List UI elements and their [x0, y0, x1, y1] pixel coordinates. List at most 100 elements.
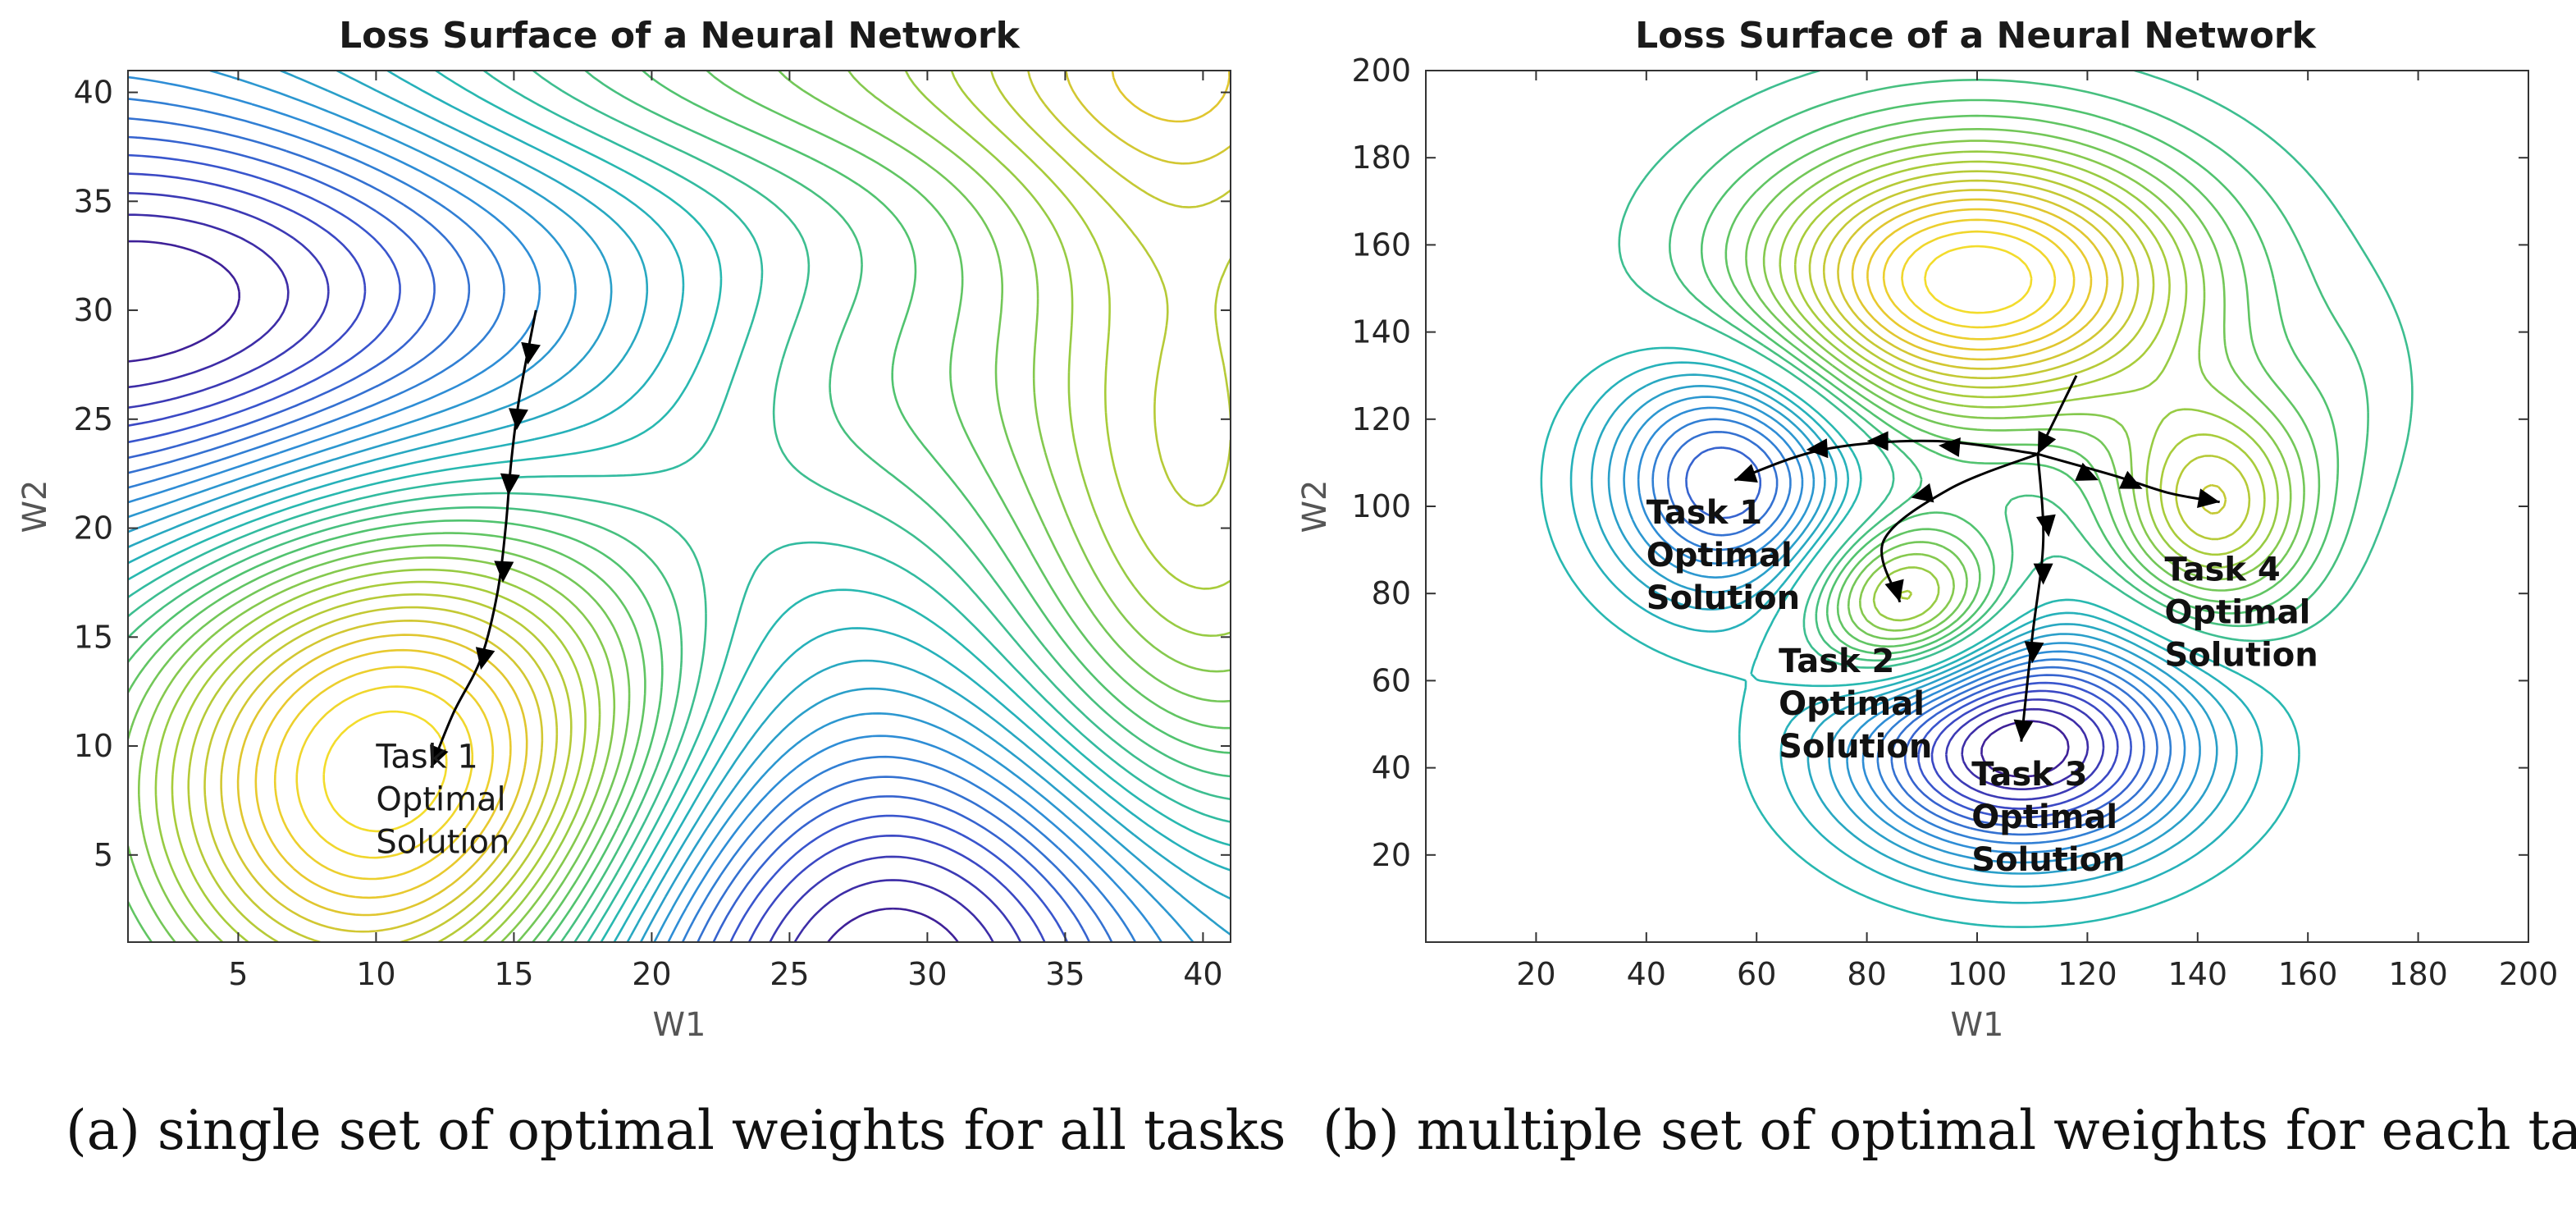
- panel-a-contour-level-25: [203, 71, 1231, 942]
- panel-b-trajectory-line-4: [2037, 452, 2220, 504]
- panel-a-y-tick-label: 40: [74, 75, 113, 111]
- panel-b-x-tick-label: 40: [1627, 956, 1666, 992]
- panel-b-x-tick-label: 100: [1948, 956, 2007, 992]
- panel-a-contour-level-19: [128, 71, 1231, 942]
- panel-b-y-tick-label: 80: [1372, 575, 1411, 611]
- panel-b-x-tick-label: 160: [2278, 956, 2338, 992]
- panel-b-contour-level-24: [1808, 170, 2251, 541]
- panel-b-arrowhead-13: [2075, 462, 2099, 481]
- panel-b-contour-level-19: [1724, 114, 2321, 648]
- panel-a-contour-level-1: [128, 240, 959, 942]
- panel-b-contour-level-25: [1822, 179, 2227, 515]
- panel-b-contour-level-8: [1651, 418, 2172, 844]
- panel-a-arrowhead-5: [430, 744, 449, 768]
- panel-a-arrowhead-0: [521, 341, 541, 365]
- panel-b-contour-level-30: [1901, 230, 2057, 329]
- panel-b-x-tick-label: 20: [1516, 956, 1555, 992]
- panel-b-annotation-0-line-2: Solution: [1647, 579, 1800, 617]
- panel-a-annotation-0-line-0: Task 1: [375, 739, 478, 776]
- panel-b-contour-level-17: [1669, 79, 2369, 662]
- panel-a-contour-level-28: [254, 648, 512, 899]
- panel-a-contour-level-16: [128, 71, 1231, 942]
- panel-b-title: Loss Surface of a Neural Network: [1635, 15, 2318, 57]
- panel-b-arrowhead-11: [2197, 488, 2220, 508]
- panel-b-contour-level-18: [1700, 98, 2340, 655]
- panel-b-arrowhead-8: [2024, 641, 2044, 664]
- panel-a-contour-level-9: [128, 76, 1162, 942]
- panel-b-y-tick-label: 200: [1351, 53, 1411, 89]
- panel-a-x-tick-label: 15: [494, 956, 533, 992]
- panel-a-x-tick-label: 10: [356, 956, 395, 992]
- panel-a-contour-level-3: [128, 192, 1022, 942]
- panel-b-y-tick-label: 180: [1351, 140, 1411, 176]
- panel-a-annotation-0-line-1: Optimal: [376, 781, 505, 819]
- panel-a-annotation: Task 1 Optimal Solution: [375, 739, 509, 862]
- panel-b-loss-surface: Loss Surface of a Neural Network Task 1 O…: [1296, 15, 2558, 1044]
- panel-b-x-label: W1: [1951, 1006, 2004, 1044]
- panel-a-contour-level-29: [273, 666, 494, 881]
- panel-b-contour-level-20: [1745, 128, 2305, 640]
- panel-b-trajectories: [1733, 375, 2220, 742]
- panel-b-contour-level-10: [1623, 396, 2201, 864]
- panel-b-contour-level-7: [1667, 431, 2158, 836]
- panel-b-arrowhead-7: [2013, 719, 2034, 742]
- panel-a-contour-level-23: [171, 71, 1231, 942]
- panel-a-contour-level-22: [154, 71, 1231, 942]
- panel-b-annotation-2-line-0: Task 3: [1971, 756, 2087, 794]
- panel-a-x-tick-label: 40: [1183, 956, 1222, 992]
- panel-b-y-tick-label: 20: [1372, 837, 1411, 873]
- panel-b-arrowhead-3: [1866, 431, 1889, 451]
- panel-a-loss-surface: Loss Surface of a Neural Network Task 1 O…: [16, 15, 1231, 1044]
- panel-a-contour-level-14: [128, 71, 1231, 942]
- panel-b-y-label: W2: [1296, 480, 1334, 533]
- panel-b-annotation-3-line-1: Optimal: [2164, 593, 2310, 631]
- panel-a-contour-lines: [128, 71, 1231, 942]
- panel-a-y-tick-label: 25: [74, 401, 113, 437]
- panel-a-frame: [127, 70, 1231, 943]
- panel-b-contour-level-12: [1590, 373, 2238, 888]
- panel-a-x-tick-label: 35: [1045, 956, 1085, 992]
- panel-b-y-tick-label: 160: [1351, 226, 1411, 263]
- panel-a-contour-level-30: [295, 685, 474, 859]
- panel-a-y-tick-label: 35: [74, 183, 113, 219]
- panel-a-x-tick-label: 25: [770, 956, 809, 992]
- panel-a-y-label: W2: [16, 480, 54, 533]
- panel-a-title: Loss Surface of a Neural Network: [339, 15, 1021, 57]
- panel-b-annotation-1-line-0: Task 2: [1779, 643, 1894, 680]
- panel-b-contour-level-3: [1945, 698, 2105, 801]
- panel-b-arrowhead-12: [2119, 470, 2143, 489]
- panel-b-arrowhead-0: [2037, 430, 2057, 455]
- panel-b-trajectory-line-3: [2020, 454, 2045, 742]
- caption-a: (a) single set of optimal weights for al…: [66, 1099, 1286, 1162]
- panel-a-trajectory-line-0: [430, 309, 537, 769]
- panel-b-contour-level-29: [1882, 218, 2076, 341]
- panel-a-contour-level-2: [128, 213, 994, 942]
- panel-a-contour-level-13: [128, 71, 1231, 942]
- panel-b-contour-level-22: [1779, 150, 2279, 622]
- panel-a-x-tick-label: 5: [228, 956, 248, 992]
- panel-b-x-tick-label: 80: [1847, 956, 1886, 992]
- panel-a-contour-level-10: [128, 71, 1194, 942]
- panel-a-contour-level-31: [322, 710, 448, 833]
- panel-b-annotation-3-line-0: Task 4: [2164, 551, 2280, 588]
- panel-a-y-tick-label: 10: [74, 728, 113, 764]
- panel-b-x-ticks: 20 40 60 80 100 120 140 160 180 200: [1516, 71, 2558, 992]
- panel-a-arrowhead-2: [500, 473, 520, 496]
- panel-b-x-tick-label: 140: [2168, 956, 2228, 992]
- panel-b-arrowhead-9: [2033, 563, 2053, 585]
- panel-a-contour-level-26: [220, 71, 1231, 933]
- panel-a-contour-level-21: [138, 71, 1231, 942]
- panel-a-contour-level-7: [128, 117, 1113, 942]
- panel-b-annotation-1-line-2: Solution: [1779, 728, 1932, 766]
- panel-b-trajectory-line-2: [1880, 452, 2039, 603]
- panel-a-contour-level-15: [128, 71, 1231, 942]
- panel-a-y-tick-label: 20: [74, 510, 113, 547]
- panel-b-contour-level-11: [1607, 385, 2218, 875]
- panel-b-annotation-0-line-1: Optimal: [1647, 537, 1793, 574]
- panel-b-annotation-2-line-1: Optimal: [1971, 798, 2117, 836]
- panel-a-y-ticks: 5 10 15 20 25 30 35 40: [74, 75, 1231, 873]
- panel-b-contour-level-28: [1866, 208, 2093, 351]
- panel-b-y-tick-label: 140: [1351, 314, 1411, 350]
- panel-b-contour-level-16: [1618, 71, 2414, 669]
